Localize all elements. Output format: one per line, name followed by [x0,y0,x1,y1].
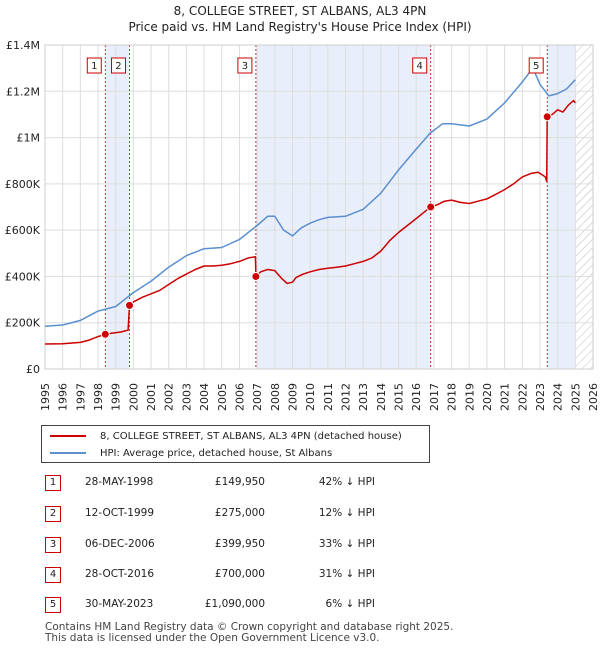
transaction-label-box [86,57,102,74]
x-tick-label: 2018 [446,383,459,411]
transaction-price: £399,950 [214,538,265,550]
forecast-hatch [575,45,593,369]
transaction-date: 28-OCT-2016 [85,568,154,580]
legend: 8, COLLEGE STREET, ST ALBANS, AL3 4PN (d… [41,425,430,463]
y-tick-label: £1M [17,132,41,145]
x-tick-label: 2001 [145,383,158,411]
chart-title: 8, COLLEGE STREET, ST ALBANS, AL3 4PN [173,4,427,18]
x-tick-label: 1998 [92,383,105,411]
legend-item-hpi: HPI: Average price, detached house, St A… [50,445,332,461]
footer-licence: This data is licensed under the Open Gov… [45,632,380,644]
transaction-hpi-diff: 42% ↓ HPI [318,476,375,488]
transaction-date: 06-DEC-2006 [85,538,155,550]
x-tick-label: 2009 [286,383,299,411]
x-tick-label: 2015 [393,383,406,411]
x-tick-label: 2023 [534,383,547,411]
footer-copyright: Contains HM Land Registry data © Crown c… [45,621,454,633]
chart-subtitle: Price paid vs. HM Land Registry's House … [128,20,472,34]
x-tick-label: 1995 [39,383,52,411]
transaction-hpi-diff: 33% ↓ HPI [318,538,375,550]
y-tick-label: £1.2M [6,85,40,98]
x-tick-label: 2014 [375,383,388,411]
y-tick-label: £0 [26,363,40,376]
transaction-point [251,271,261,281]
transaction-marker-label: 5 [45,597,61,613]
x-tick-label: 2022 [516,383,529,411]
transaction-date: 28-MAY-1998 [85,476,154,488]
transaction-label-box [237,57,253,74]
legend-swatch-hpi [50,452,86,454]
ownership-shade [547,45,576,369]
transaction-label-box [412,57,428,74]
x-tick-label: 2003 [180,383,193,411]
y-tick-label: £800K [5,178,41,191]
x-tick-label: 2026 [587,383,600,411]
transaction-price: £275,000 [214,507,265,519]
transaction-point [542,112,552,122]
transaction-point [124,300,134,310]
transaction-label: 5 [533,61,539,72]
transaction-label: 1 [91,61,97,72]
x-tick-label: 2004 [198,383,211,411]
transaction-hpi-diff: 12% ↓ HPI [318,507,375,519]
transaction-marker-label: 1 [45,475,61,491]
transaction-date: 12-OCT-1999 [85,507,154,519]
x-tick-label: 2020 [481,383,494,411]
transaction-price: £149,950 [214,476,265,488]
transaction-label: 4 [417,61,423,72]
x-tick-label: 2016 [410,383,423,411]
x-tick-label: 1997 [74,383,87,411]
x-tick-label: 2005 [216,383,229,411]
transaction-hpi-diff: 6% ↓ HPI [325,598,375,610]
x-tick-label: 2019 [463,383,476,411]
transaction-marker-label: 4 [45,567,61,583]
price-chart: 1 2 3 4 5 £0 £200K £400K £600K £800K £1M £1.2M £1.4M… [5,39,600,411]
series-line-hpi [44,67,576,327]
transaction-marker-label: 2 [45,506,61,522]
x-tick-label: 2002 [163,383,176,411]
x-tick-label: 2024 [552,383,565,411]
x-tick-label: 2017 [428,383,441,411]
x-tick-label: 2013 [357,383,370,411]
series-line-property [44,99,576,345]
x-tick-label: 2025 [569,383,582,411]
legend-item-property: 8, COLLEGE STREET, ST ALBANS, AL3 4PN (d… [50,428,402,444]
ownership-shade [255,45,431,369]
x-tick-label: 2000 [127,383,140,411]
y-tick-label: £1.4M [6,39,40,52]
transaction-date: 30-MAY-2023 [85,598,154,610]
transaction-label-box [528,57,544,74]
y-tick-label: £200K [5,317,41,330]
transaction-hpi-diff: 31% ↓ HPI [318,568,375,580]
transaction-label: 2 [115,61,121,72]
transaction-label-box [110,57,126,74]
transaction-marker-label: 3 [45,537,61,553]
transaction-price: £1,090,000 [204,598,265,610]
plot-border [44,44,594,370]
x-tick-label: 2006 [233,383,246,411]
transaction-label: 3 [242,61,248,72]
legend-label-hpi: HPI: Average price, detached house, St A… [100,447,333,459]
ownership-shade [105,45,130,369]
x-tick-label: 2007 [251,383,264,411]
x-tick-label: 1999 [110,383,123,411]
legend-swatch-property [50,435,86,437]
transaction-point [426,202,436,212]
x-tick-label: 2008 [269,383,282,411]
x-tick-label: 2012 [340,383,353,411]
x-tick-label: 2011 [322,383,335,411]
transaction-price: £700,000 [214,568,265,580]
y-tick-label: £400K [5,270,41,283]
legend-label-property: 8, COLLEGE STREET, ST ALBANS, AL3 4PN (d… [100,430,402,442]
y-tick-label: £600K [5,224,41,237]
x-tick-label: 2010 [304,383,317,411]
transaction-point [100,329,110,339]
x-tick-label: 1996 [57,383,70,411]
x-tick-label: 2021 [499,383,512,411]
